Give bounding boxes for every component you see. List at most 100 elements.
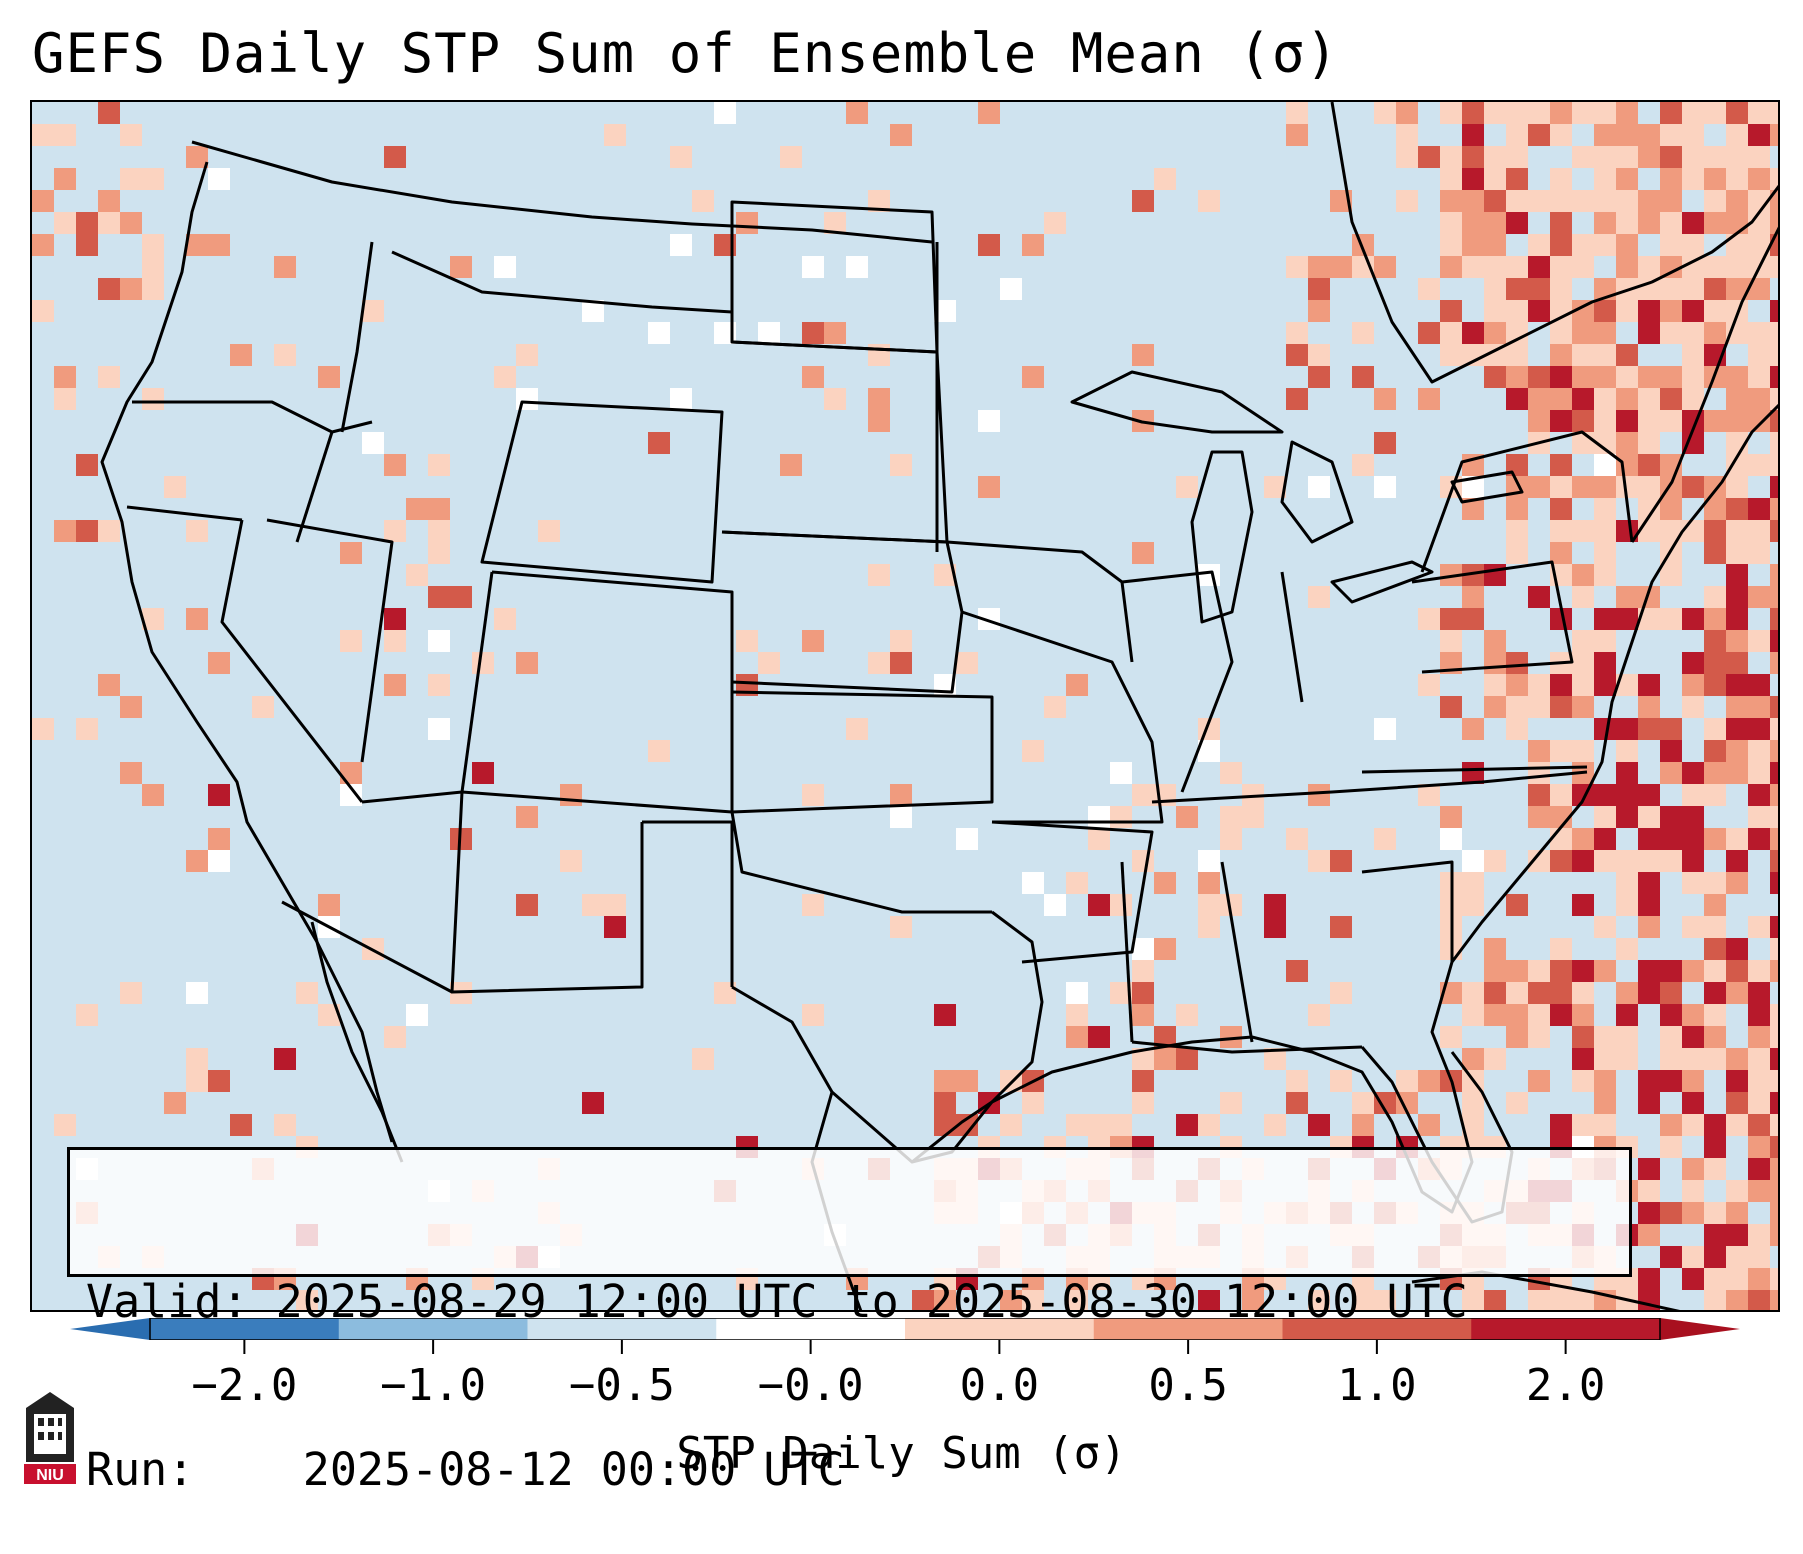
colorbar-tick-label: 1.0 [1337,1360,1417,1411]
stp-cell [384,146,406,168]
stp-cell [98,212,120,234]
stp-cell [142,784,164,806]
stp-cell [1484,1048,1506,1070]
stp-cell [1638,410,1660,432]
stp-cell [1572,432,1594,454]
stp-cell [54,520,76,542]
stp-cell [1726,696,1748,718]
stp-cell [1572,388,1594,410]
stp-cell [1682,1268,1704,1290]
stp-cell [978,476,1000,498]
stp-cell [1638,696,1660,718]
stp-cell [1506,1026,1528,1048]
stp-cell [1418,1070,1440,1092]
stp-cell [1594,476,1616,498]
stp-cell [1022,1290,1044,1310]
stp-cell [1660,300,1682,322]
colorbar-bin-6 [1282,1318,1472,1340]
stp-cell [186,234,208,256]
stp-cell [1572,740,1594,762]
stp-cell [1462,1004,1484,1026]
stp-cell [1022,1092,1044,1114]
stp-cell [1572,674,1594,696]
boundary-lines [100,102,1778,1310]
stp-cell [1660,102,1682,124]
stp-cell [1484,234,1506,256]
stp-cell [1726,1070,1748,1092]
stp-cell [1176,1004,1198,1026]
state-il-in [1121,570,1234,793]
stp-cell [1748,740,1770,762]
stp-cell [1286,322,1308,344]
stp-cell [978,234,1000,256]
stp-cell [1770,388,1778,410]
stp-cell [1682,388,1704,410]
state-ca-az [361,790,463,804]
stp-cell [1594,564,1616,586]
stp-cell [1748,1136,1770,1158]
colorbar-bin-0 [150,1318,340,1340]
stp-cell [1572,982,1594,1004]
stp-cell [1638,322,1660,344]
stp-cell [1550,740,1572,762]
stp-cell [1440,828,1462,850]
stp-cell [186,520,208,542]
stp-cell [1484,674,1506,696]
stp-cell [1572,564,1594,586]
stp-cell [1572,850,1594,872]
stp-cell [1572,476,1594,498]
stp-cell [1550,542,1572,564]
stp-cell [1594,674,1616,696]
stp-cell [428,520,450,542]
stp-cell [1660,146,1682,168]
stp-cell [1638,586,1660,608]
stp-cell [1550,212,1572,234]
stp-cell [1594,1048,1616,1070]
stp-cell [1572,190,1594,212]
stp-cell [1616,740,1638,762]
stp-cell [1660,740,1682,762]
stp-cell [1396,146,1418,168]
stp-cell [1704,1114,1726,1136]
stp-cell [186,850,208,872]
stp-cell [1770,850,1778,872]
stp-cell [1528,124,1550,146]
stp-cell [208,234,230,256]
stp-cell [1506,718,1528,740]
stp-cell [274,1114,296,1136]
stp-cell [1374,256,1396,278]
stp-cell [1506,146,1528,168]
stp-cell [1638,388,1660,410]
stp-cell [1528,696,1550,718]
stp-cell [76,1004,98,1026]
state-ca-nv [220,519,364,803]
stp-cell [1528,102,1550,124]
stp-cell [582,1092,604,1114]
stp-cell [1110,894,1132,916]
stp-cell [1682,608,1704,630]
stp-cell [1704,586,1726,608]
lake-michigan [1190,450,1254,624]
stp-cell [1484,212,1506,234]
state-oh [1280,571,1304,703]
stp-cell [98,674,120,696]
state-co-box [461,570,734,814]
stp-cell [1726,146,1748,168]
stp-cell [1572,256,1594,278]
stp-cell [98,520,120,542]
stp-cell [1572,234,1594,256]
stp-cell [1132,938,1154,960]
stp-cell [1704,542,1726,564]
stp-cell [274,1048,296,1070]
stp-cell [1462,322,1484,344]
stp-cell [1726,542,1748,564]
stp-cell [1022,234,1044,256]
stp-cell [714,982,736,1004]
stp-cell [1506,542,1528,564]
stp-cell [890,630,912,652]
stp-cell [1682,102,1704,124]
stp-cell [54,212,76,234]
stp-cell [1682,322,1704,344]
stp-cell [1550,850,1572,872]
state-ny [1420,430,1634,573]
